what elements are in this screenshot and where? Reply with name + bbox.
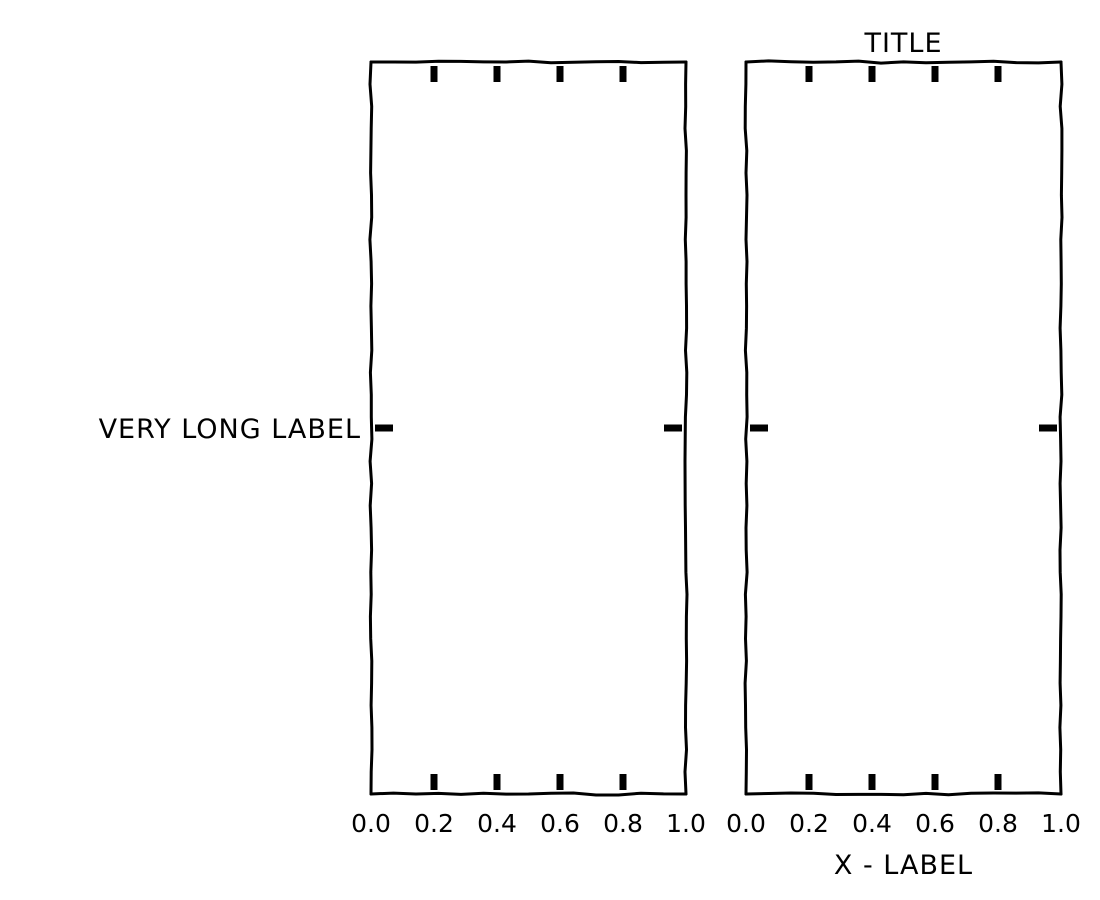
- spine-top: [369, 59, 688, 65]
- x-tick-label: 1.0: [666, 809, 706, 838]
- x-tick-label: 1.0: [1041, 809, 1081, 838]
- spine-right: [1058, 60, 1064, 796]
- x-tick-label: 0.6: [540, 809, 580, 838]
- y-axis-label: VERY LONG LABEL: [99, 414, 361, 445]
- x-tick-label: 0.4: [477, 809, 517, 838]
- x-tick-label: 0.2: [789, 809, 829, 838]
- x-tick-label: 0.0: [726, 809, 766, 838]
- chart-panel-2: 0.0 0.2 0.4 0.6 0.8 1.0 TITLE X - LABEL: [726, 28, 1081, 881]
- chart-panel-1: 0.0 0.2 0.4 0.6 0.8 1.0 VERY LONG LABEL: [99, 59, 706, 838]
- spine-left: [743, 60, 749, 796]
- x-tick-label: 0.8: [603, 809, 643, 838]
- x-tick-label: 0.6: [915, 809, 955, 838]
- x-axis-label: X - LABEL: [834, 850, 973, 881]
- spine-bottom: [369, 791, 688, 797]
- x-tick-label: 0.8: [978, 809, 1018, 838]
- spine-left: [368, 60, 374, 796]
- x-tick-label: 0.0: [351, 809, 391, 838]
- spine-right: [683, 60, 689, 796]
- x-tick-label: 0.2: [414, 809, 454, 838]
- spine-top: [744, 59, 1063, 65]
- spine-bottom: [744, 791, 1063, 797]
- chart-title: TITLE: [863, 28, 942, 59]
- x-tick-label: 0.4: [852, 809, 892, 838]
